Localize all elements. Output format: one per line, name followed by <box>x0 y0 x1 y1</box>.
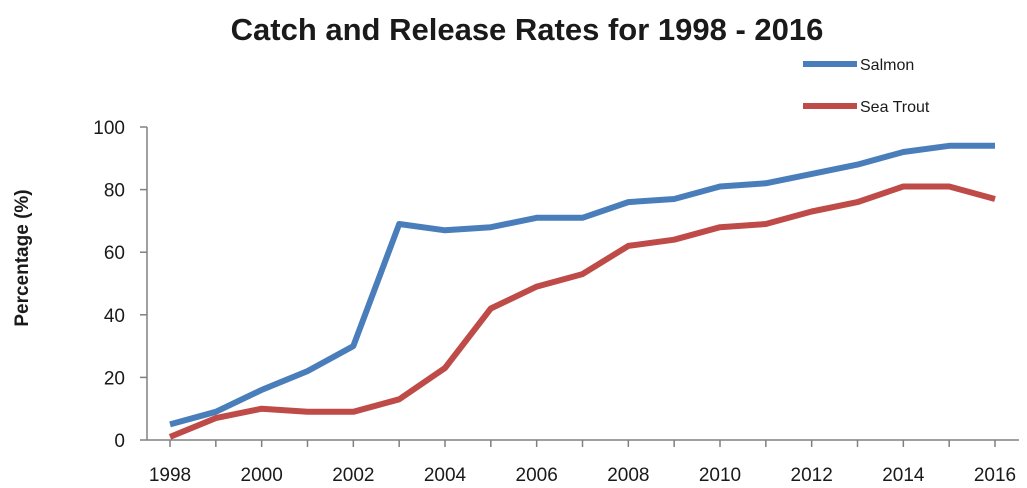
y-tick-label: 80 <box>104 181 125 202</box>
y-tick-label: 0 <box>114 431 125 452</box>
x-tick-label: 2014 <box>882 465 925 486</box>
x-tick-label: 2000 <box>241 465 283 486</box>
x-tick-label: 2002 <box>332 465 374 486</box>
x-tick-label: 2008 <box>607 465 649 486</box>
x-tick-label: 2006 <box>516 465 558 486</box>
legend-label-salmon: Salmon <box>860 57 914 74</box>
axes: 0 20 40 60 80 100 1998 2000 2002 2004 2006 2008 2010… <box>93 118 1019 486</box>
series-line-salmon <box>169 142 995 428</box>
legend: Salmon Sea Trout <box>803 57 930 116</box>
x-tick-label: 2010 <box>699 465 741 486</box>
series-layer <box>168 142 996 440</box>
y-tick-label: 100 <box>93 118 125 139</box>
y-tick-label: 60 <box>104 243 125 264</box>
y-tick-label: 40 <box>104 306 125 327</box>
y-tick-label: 20 <box>104 368 125 389</box>
chart-title: Catch and Release Rates for 1998 - 2016 <box>231 12 824 47</box>
y-axis-label: Percentage (%) <box>12 189 33 326</box>
x-tick-label: 1998 <box>149 465 191 486</box>
x-tick-label: 2004 <box>424 465 467 486</box>
legend-label-sea-trout: Sea Trout <box>860 99 930 116</box>
x-tick-label: 2016 <box>974 465 1016 486</box>
series-line-sea-trout <box>168 183 996 440</box>
x-tick-label: 2012 <box>791 465 833 486</box>
